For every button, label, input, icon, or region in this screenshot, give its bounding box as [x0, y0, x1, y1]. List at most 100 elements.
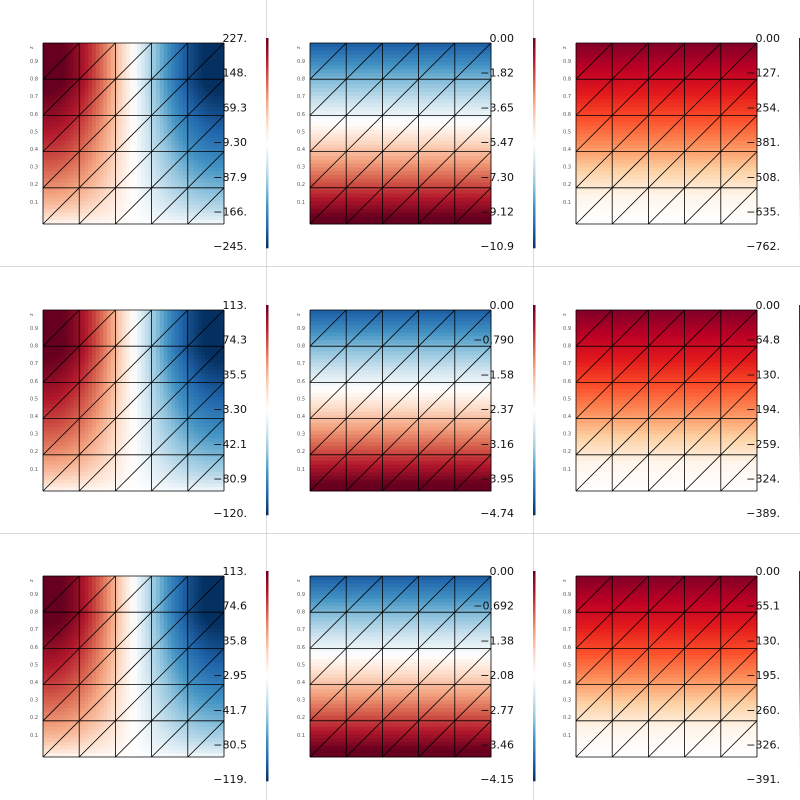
mesh-diagonal [720, 575, 758, 613]
colorbar-segment [532, 571, 535, 575]
mesh-diagonal [381, 381, 419, 419]
colorbar-segment [266, 41, 269, 46]
mesh-diagonal [381, 78, 419, 116]
mesh-diagonal [345, 575, 383, 613]
mesh-diagonal [648, 151, 685, 189]
colorbar-segment [532, 111, 535, 116]
colorbar-segment [532, 634, 535, 638]
mesh-diagonal [720, 381, 758, 419]
colorbar-label: −41.7 [213, 704, 247, 717]
colorbar-segment [266, 357, 269, 361]
y-tick-label: 0.6 [30, 112, 38, 118]
colorbar-segment [532, 749, 535, 754]
mesh-lines [42, 42, 225, 225]
colorbar-segment [532, 665, 535, 670]
colorbar-label: 0.00 [489, 299, 514, 312]
colorbar-label: −9.30 [213, 136, 247, 149]
mesh-diagonal [720, 648, 758, 685]
colorbar-segment [532, 350, 535, 354]
y-tick-label: 0.8 [30, 343, 38, 349]
mesh-diagonal [381, 648, 419, 685]
mesh-diagonal [720, 417, 758, 455]
colorbar-segment [266, 697, 269, 701]
colorbar-segment [266, 237, 269, 242]
colorbar-label: 74.3 [223, 333, 248, 346]
axis-label: z [29, 46, 35, 49]
colorbar-segment [532, 223, 535, 228]
colorbar-segment [532, 392, 535, 396]
colorbar-segment [532, 237, 535, 242]
y-tick-label: 0.5 [30, 396, 38, 402]
mesh-diagonal [575, 309, 613, 346]
colorbar-segment [532, 609, 535, 614]
mesh-diagonal [115, 720, 152, 758]
mesh-diagonal [42, 417, 80, 455]
y-tick-label: 0.5 [30, 662, 38, 668]
mesh-diagonal [345, 648, 383, 685]
mesh-diagonal [187, 187, 225, 225]
colorbar-segment [266, 669, 269, 673]
mesh-diagonal [611, 454, 649, 491]
colorbar-segment [266, 227, 269, 231]
colorbar-segment [266, 378, 269, 382]
mesh-diagonal [611, 78, 649, 116]
mesh-diagonal [78, 684, 116, 722]
colorbar-segment [532, 770, 535, 775]
colorbar-segment [266, 760, 269, 764]
y-tick-label: 0.3 [297, 165, 305, 171]
colorbar-segment [266, 634, 269, 638]
colorbar-segment [266, 174, 269, 179]
mesh-diagonal [309, 454, 346, 491]
mesh-diagonal [78, 720, 116, 758]
colorbar-segment [266, 69, 269, 74]
colorbar-segment [266, 216, 269, 221]
colorbar-segment [266, 73, 269, 77]
colorbar-segment [266, 209, 269, 214]
colorbar-segment [532, 209, 535, 214]
colorbar-segment [266, 409, 269, 414]
y-tick-label: 0.2 [297, 182, 305, 188]
colorbar-segment [532, 336, 535, 340]
mesh-lines [575, 575, 758, 758]
colorbar-segment [532, 136, 535, 140]
colorbar-segment [266, 490, 269, 494]
heatmap-panel-1: z 0.9 0.8 0.7 0.6 0.5 0.4 0.3 0.2 0.1 227. 148. 69.3… [29, 32, 269, 253]
mesh-diagonal [611, 115, 649, 152]
mesh-diagonal [78, 78, 116, 116]
mesh-diagonal [381, 720, 419, 758]
mesh-diagonal [648, 345, 685, 383]
mesh-diagonal [151, 78, 189, 116]
colorbar-segment [266, 735, 269, 740]
mesh-diagonal [454, 648, 491, 685]
mesh-diagonal [42, 187, 80, 225]
mesh-diagonal [151, 684, 189, 722]
colorbar-segment [266, 202, 269, 207]
colorbar-segment [532, 104, 535, 109]
colorbar-segment [266, 592, 269, 596]
mesh-diagonal [648, 42, 685, 80]
heatmap-panel-3: z 0.9 0.8 0.7 0.6 0.5 0.4 0.3 0.2 0.1 0.00 −127. −25… [562, 32, 800, 253]
colorbar-segment [532, 388, 535, 393]
colorbar-segment [266, 630, 269, 635]
colorbar-segment [266, 97, 269, 102]
colorbar-segment [532, 416, 535, 421]
mesh-diagonal [345, 720, 383, 758]
colorbar-segment [532, 683, 535, 687]
colorbar-segment [266, 763, 269, 768]
mesh-diagonal [684, 417, 722, 455]
y-tick-label: 0.7 [297, 627, 305, 633]
colorbar-segment [532, 409, 535, 414]
colorbar-segment [266, 371, 269, 375]
y-tick-label: 0.6 [297, 112, 305, 118]
mesh-diagonal [684, 611, 722, 649]
mesh-diagonal [187, 720, 225, 758]
colorbar-segment [266, 746, 269, 750]
colorbar-segment [532, 511, 535, 515]
colorbar-segment [266, 434, 269, 438]
mesh-diagonal [648, 720, 685, 758]
mesh-diagonal [575, 381, 613, 419]
colorbar-segment [532, 763, 535, 768]
y-tick-label: 0.6 [30, 378, 38, 384]
colorbar-segment [266, 118, 269, 123]
colorbar-segment [532, 381, 535, 386]
